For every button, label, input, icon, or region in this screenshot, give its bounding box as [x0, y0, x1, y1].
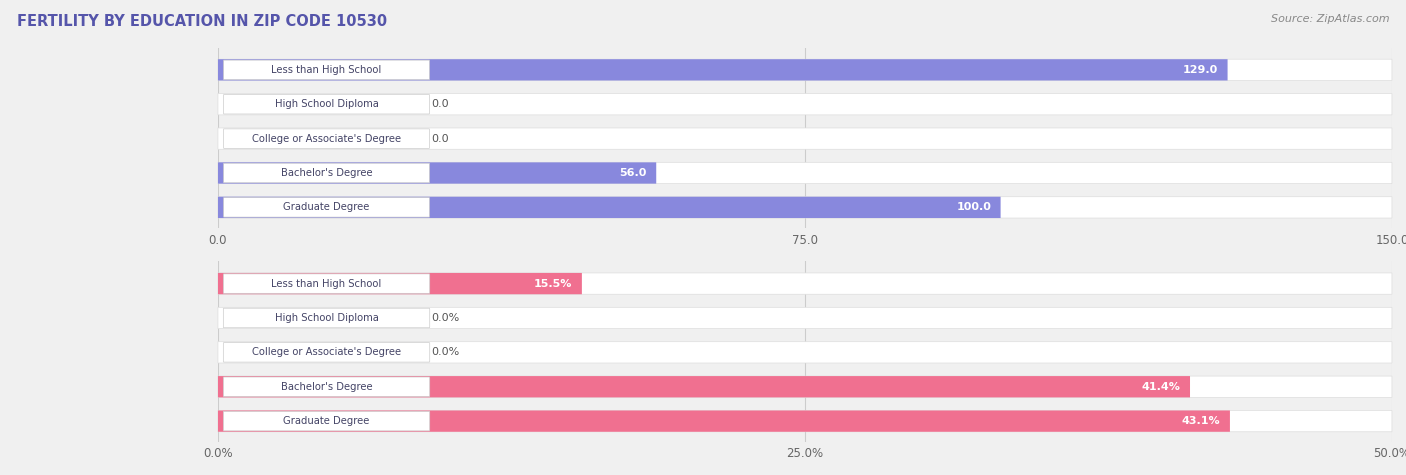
FancyBboxPatch shape — [218, 197, 1001, 218]
FancyBboxPatch shape — [218, 273, 1392, 294]
FancyBboxPatch shape — [224, 129, 429, 148]
FancyBboxPatch shape — [224, 411, 430, 431]
FancyBboxPatch shape — [224, 274, 430, 294]
Text: Source: ZipAtlas.com: Source: ZipAtlas.com — [1271, 14, 1389, 24]
FancyBboxPatch shape — [224, 198, 429, 217]
Text: 0.0: 0.0 — [432, 133, 450, 143]
FancyBboxPatch shape — [218, 410, 1230, 432]
Text: Less than High School: Less than High School — [271, 279, 381, 289]
FancyBboxPatch shape — [218, 342, 1392, 363]
FancyBboxPatch shape — [224, 60, 429, 80]
Text: 100.0: 100.0 — [956, 202, 991, 212]
FancyBboxPatch shape — [218, 128, 1392, 149]
Text: 0.0: 0.0 — [432, 99, 450, 109]
FancyBboxPatch shape — [218, 273, 582, 294]
FancyBboxPatch shape — [218, 197, 1392, 218]
Text: 0.0%: 0.0% — [432, 313, 460, 323]
FancyBboxPatch shape — [224, 342, 430, 362]
Text: 0.0%: 0.0% — [432, 347, 460, 357]
FancyBboxPatch shape — [224, 308, 430, 328]
FancyBboxPatch shape — [218, 376, 1189, 398]
FancyBboxPatch shape — [218, 162, 1392, 184]
FancyBboxPatch shape — [218, 376, 1392, 398]
FancyBboxPatch shape — [224, 163, 429, 183]
FancyBboxPatch shape — [224, 377, 430, 397]
FancyBboxPatch shape — [218, 410, 1392, 432]
Text: 56.0: 56.0 — [620, 168, 647, 178]
Text: High School Diploma: High School Diploma — [274, 99, 378, 109]
Text: 129.0: 129.0 — [1182, 65, 1218, 75]
Text: College or Associate's Degree: College or Associate's Degree — [252, 133, 401, 143]
Text: 41.4%: 41.4% — [1142, 382, 1181, 392]
FancyBboxPatch shape — [218, 162, 657, 184]
Text: 43.1%: 43.1% — [1182, 416, 1220, 426]
Text: Less than High School: Less than High School — [271, 65, 381, 75]
Text: Bachelor's Degree: Bachelor's Degree — [281, 382, 373, 392]
Text: Graduate Degree: Graduate Degree — [284, 202, 370, 212]
Text: Graduate Degree: Graduate Degree — [284, 416, 370, 426]
FancyBboxPatch shape — [218, 94, 1392, 115]
FancyBboxPatch shape — [218, 59, 1392, 80]
FancyBboxPatch shape — [218, 307, 1392, 329]
Text: FERTILITY BY EDUCATION IN ZIP CODE 10530: FERTILITY BY EDUCATION IN ZIP CODE 10530 — [17, 14, 387, 29]
Text: Bachelor's Degree: Bachelor's Degree — [281, 168, 373, 178]
FancyBboxPatch shape — [218, 59, 1227, 80]
FancyBboxPatch shape — [224, 95, 429, 114]
Text: College or Associate's Degree: College or Associate's Degree — [252, 347, 401, 357]
Text: 15.5%: 15.5% — [534, 279, 572, 289]
Text: High School Diploma: High School Diploma — [274, 313, 378, 323]
